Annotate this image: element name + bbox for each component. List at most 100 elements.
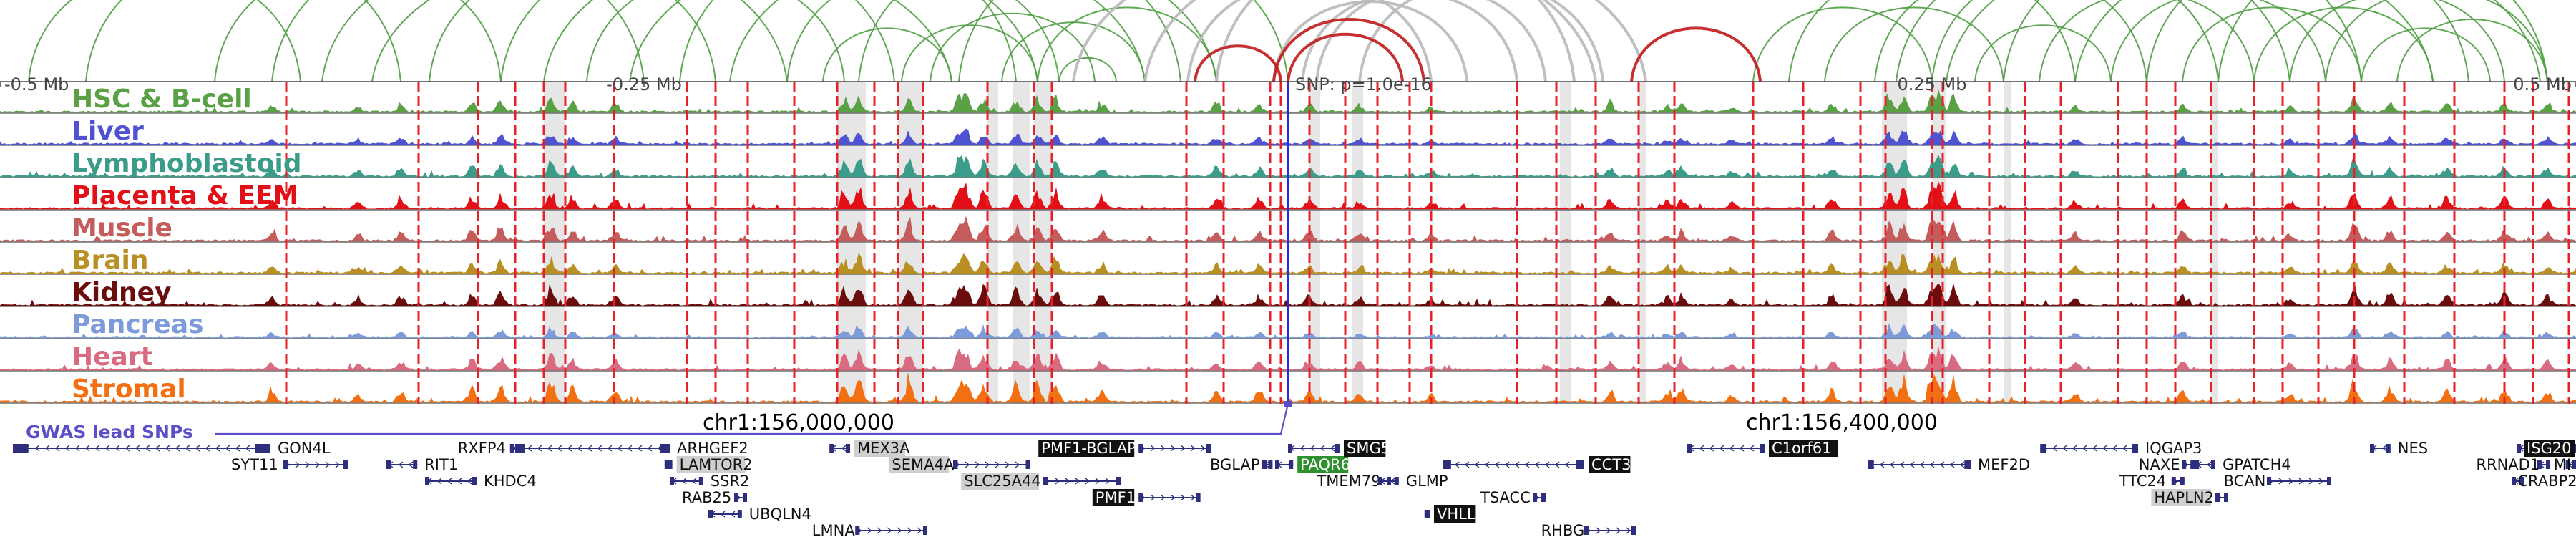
strand-chevron	[1105, 478, 1111, 485]
gene-exon	[1138, 444, 1143, 453]
axis-tick-label: 0.5 Mb	[2513, 74, 2572, 95]
gene-name: PMF1-BGLAP	[1041, 440, 1136, 457]
gene-label-highlight	[676, 456, 746, 473]
gene-name: SMG5	[1347, 440, 1390, 457]
loop-arc	[1946, 0, 2434, 82]
gene-name: BCAN	[2224, 473, 2266, 490]
gene-exon	[698, 477, 703, 485]
highlight-band	[898, 82, 923, 404]
strand-chevron	[730, 511, 736, 518]
track-labels: HSC & B-cell Liver Lymphoblastoid Placenta …	[72, 84, 302, 404]
strand-chevron	[2298, 478, 2304, 485]
track-label: Lymphoblastoid	[72, 149, 302, 178]
highlight-band	[544, 82, 565, 404]
gene-exon	[1687, 444, 1692, 453]
highlight-band	[987, 82, 998, 404]
loop-arc	[1824, 6, 2004, 82]
strand-chevron	[2122, 445, 2127, 452]
strand-chevron	[2207, 461, 2212, 468]
gene: ISG20	[2517, 440, 2576, 457]
strand-chevron	[305, 461, 311, 468]
gene: IQGAP3	[2040, 440, 2202, 457]
strand-chevron	[447, 478, 452, 485]
gene: RAB25	[682, 489, 747, 506]
strand-chevron	[1554, 461, 1560, 468]
highlight-band	[1560, 82, 1571, 404]
strand-chevron	[567, 445, 572, 452]
gene-exon	[1206, 444, 1211, 453]
track-label: Brain	[72, 246, 148, 275]
gene-exon	[2190, 460, 2195, 469]
strand-chevron	[527, 445, 532, 452]
strand-chevron	[691, 478, 697, 485]
highlight-band	[1309, 82, 1320, 404]
gene-name: TSACC	[1480, 489, 1531, 506]
track-signal	[0, 347, 2576, 371]
gene-name: CCT3	[1591, 456, 1631, 473]
strand-chevron	[1180, 494, 1186, 501]
strand-chevron	[94, 445, 100, 452]
gene-name: RRNAD1	[2476, 456, 2540, 473]
track-label: Stromal	[72, 374, 186, 404]
loop-arc	[1072, 0, 1597, 82]
loop-arc	[901, 24, 1038, 82]
loop-arc	[1896, 0, 2290, 82]
loop-arc	[1186, 0, 1433, 82]
loop-arc	[1931, 0, 2219, 82]
strand-chevron	[877, 527, 882, 534]
strand-chevron	[1330, 445, 1335, 452]
gwas-snp-marker	[1284, 401, 1292, 407]
gene: SEMA4A	[889, 456, 1030, 473]
gene-exon	[2224, 493, 2228, 502]
gene-exon	[1584, 526, 1589, 535]
strand-chevron	[175, 445, 180, 452]
loop-arc	[2074, 0, 2541, 82]
strand-chevron	[34, 445, 40, 452]
strand-chevron	[1709, 445, 1714, 452]
track-signal	[0, 372, 2576, 403]
gene-name: LMNA	[812, 522, 856, 537]
strand-chevron	[1150, 494, 1156, 501]
strand-chevron	[457, 478, 462, 485]
gene-name: VHLL	[1437, 505, 1475, 523]
loop-arc	[1788, 0, 2076, 82]
gene-name: TTC24	[2119, 473, 2166, 490]
strand-chevron	[1564, 461, 1570, 468]
gene-exon	[670, 477, 674, 485]
gene-exon	[2195, 460, 2200, 469]
gene: RHBG	[1541, 522, 1636, 537]
gene-name: KHDC4	[484, 473, 537, 490]
gene: NAXE	[2139, 456, 2195, 473]
strand-chevron	[985, 461, 990, 468]
strand-chevron	[1170, 494, 1176, 501]
strand-chevron	[1190, 445, 1196, 452]
gene-name: ARHGEF2	[677, 440, 748, 457]
strand-chevron	[1504, 461, 1510, 468]
loop-arc	[2289, 0, 2505, 82]
strand-chevron	[2381, 445, 2387, 452]
loop-arc	[1874, 0, 2147, 82]
strand-chevron	[907, 527, 912, 534]
gene: UBQLN4	[708, 505, 811, 523]
gene-name: RAB25	[682, 489, 731, 506]
loop-arc	[321, 0, 788, 82]
chromosome-coordinate: chr1:156,000,000	[703, 410, 894, 435]
gene: NES	[2370, 440, 2428, 457]
strand-chevron	[1729, 445, 1735, 452]
strand-chevron	[681, 478, 687, 485]
gene-exon	[515, 444, 525, 453]
loop-arc	[2003, 0, 2362, 82]
strand-chevron	[1699, 445, 1704, 452]
gene-exon	[1425, 510, 1430, 518]
track-label: Pancreas	[72, 310, 204, 339]
strand-chevron	[1494, 461, 1500, 468]
gene: SLC25A44	[961, 473, 1121, 490]
gene-name: PMF1	[1096, 489, 1136, 506]
gene-exon	[1262, 460, 1267, 469]
strand-chevron	[2052, 445, 2057, 452]
gene-name: MEF2D	[1978, 456, 2030, 473]
gene: PMF1	[1092, 489, 1201, 506]
strand-chevron	[295, 461, 301, 468]
gene-name: SSR2	[711, 473, 750, 490]
loop-arc	[629, 0, 1146, 82]
